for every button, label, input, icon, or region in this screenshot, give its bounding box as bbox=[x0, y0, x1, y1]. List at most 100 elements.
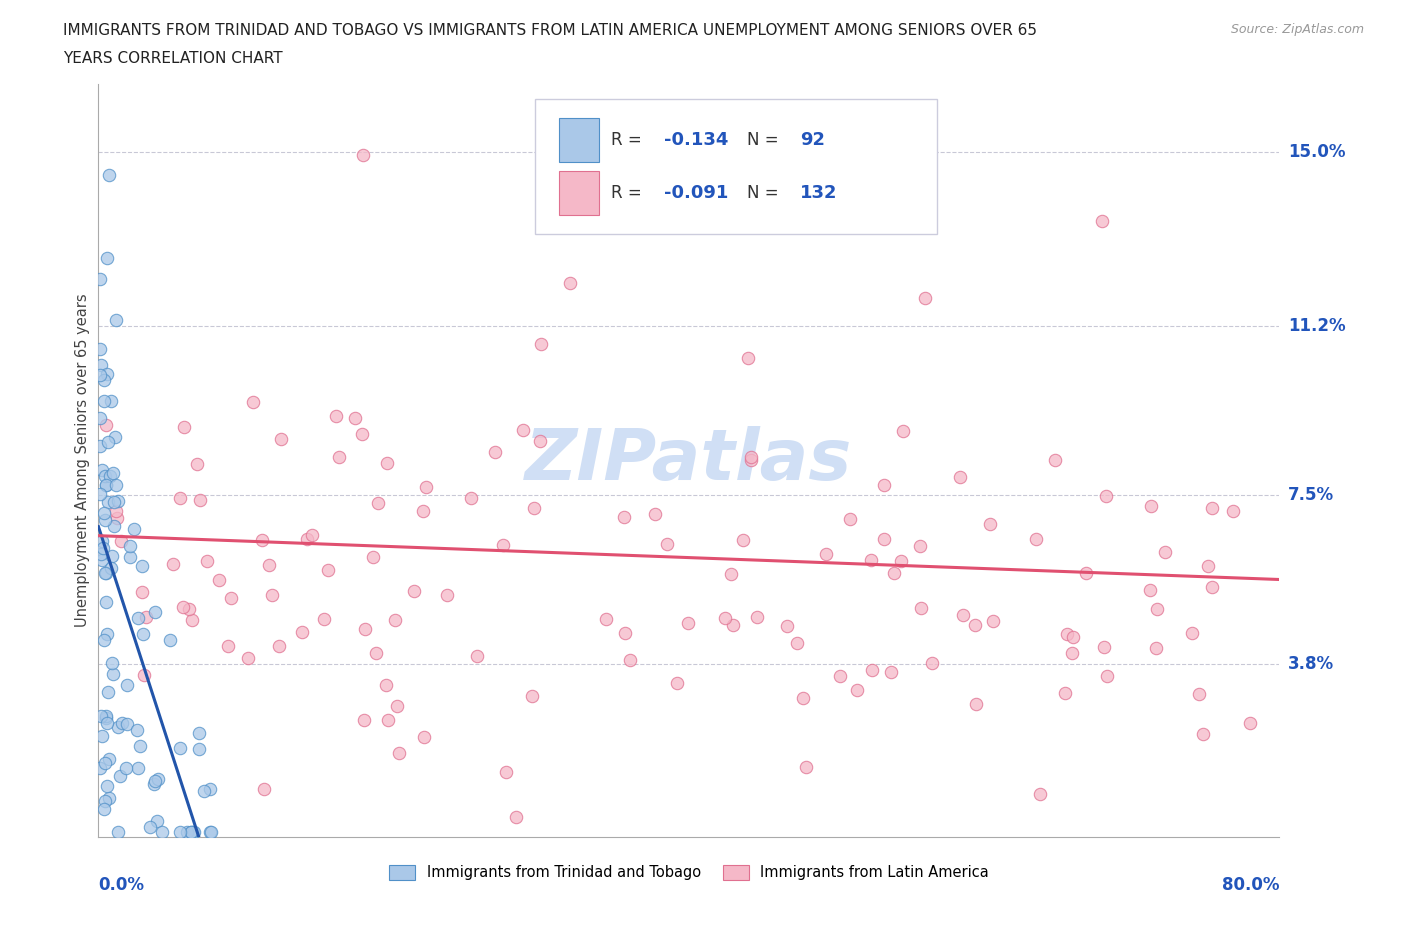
Point bbox=[93, 393, 115, 408]
Point bbox=[200, 825, 222, 840]
Point bbox=[860, 663, 883, 678]
Point bbox=[169, 740, 191, 755]
Point bbox=[94, 565, 117, 580]
Point bbox=[352, 147, 374, 162]
Point bbox=[325, 409, 347, 424]
Point bbox=[270, 432, 292, 446]
Point bbox=[90, 463, 112, 478]
Point bbox=[530, 337, 553, 352]
Point bbox=[529, 433, 551, 448]
Point bbox=[107, 494, 129, 509]
Point bbox=[96, 434, 118, 449]
Point bbox=[139, 819, 162, 834]
Text: R =: R = bbox=[612, 131, 647, 149]
Point bbox=[101, 549, 124, 564]
Point bbox=[104, 478, 127, 493]
Point bbox=[91, 553, 114, 568]
Point bbox=[135, 610, 157, 625]
Point bbox=[94, 418, 117, 432]
Point bbox=[1053, 685, 1076, 700]
Point bbox=[352, 426, 374, 441]
Point bbox=[96, 627, 118, 642]
Point bbox=[98, 751, 121, 766]
Point bbox=[328, 449, 350, 464]
Point bbox=[100, 560, 122, 575]
Point bbox=[412, 503, 434, 518]
Point bbox=[107, 825, 129, 840]
Point bbox=[965, 618, 987, 632]
Point bbox=[465, 649, 488, 664]
Point bbox=[914, 291, 936, 306]
Text: ZIPatlas: ZIPatlas bbox=[526, 426, 852, 495]
Point bbox=[1181, 626, 1204, 641]
Point bbox=[236, 650, 259, 665]
Point bbox=[89, 272, 111, 286]
Point bbox=[890, 553, 912, 568]
Text: 11.2%: 11.2% bbox=[1288, 317, 1346, 335]
Point bbox=[169, 825, 191, 840]
Point bbox=[188, 492, 211, 507]
Point bbox=[505, 810, 527, 825]
Point bbox=[523, 500, 546, 515]
Point bbox=[103, 495, 125, 510]
Point bbox=[737, 351, 759, 365]
Point bbox=[714, 611, 737, 626]
Point bbox=[172, 600, 194, 615]
Point bbox=[177, 602, 200, 617]
Point bbox=[96, 366, 118, 381]
FancyBboxPatch shape bbox=[560, 171, 599, 215]
Point bbox=[1222, 503, 1244, 518]
Point bbox=[127, 610, 149, 625]
Point bbox=[1139, 498, 1161, 513]
Point bbox=[104, 504, 127, 519]
Text: Source: ZipAtlas.com: Source: ZipAtlas.com bbox=[1230, 23, 1364, 36]
Point bbox=[195, 553, 218, 568]
Point bbox=[131, 558, 153, 573]
Point bbox=[131, 584, 153, 599]
Point bbox=[558, 276, 581, 291]
Point bbox=[815, 547, 838, 562]
Point bbox=[1192, 727, 1215, 742]
Point bbox=[1062, 645, 1084, 660]
Point bbox=[1094, 488, 1116, 503]
Point bbox=[219, 591, 242, 605]
Point bbox=[94, 469, 117, 484]
Point bbox=[105, 312, 128, 327]
Point bbox=[460, 491, 482, 506]
Point bbox=[260, 588, 283, 603]
Point bbox=[316, 562, 339, 577]
Point bbox=[745, 610, 768, 625]
Point bbox=[301, 527, 323, 542]
Point bbox=[891, 424, 914, 439]
Point bbox=[344, 410, 367, 425]
Point bbox=[1092, 640, 1115, 655]
Point bbox=[1043, 453, 1066, 468]
Point bbox=[100, 393, 122, 408]
Point bbox=[731, 533, 754, 548]
Point bbox=[107, 720, 129, 735]
Point bbox=[872, 531, 894, 546]
Point bbox=[89, 367, 111, 382]
Point bbox=[880, 665, 903, 680]
Text: 7.5%: 7.5% bbox=[1288, 485, 1334, 503]
Point bbox=[101, 656, 124, 671]
Text: 15.0%: 15.0% bbox=[1288, 143, 1346, 161]
Point bbox=[186, 457, 208, 472]
Point bbox=[1139, 582, 1161, 597]
Point bbox=[200, 825, 222, 840]
Point bbox=[96, 478, 118, 493]
Point bbox=[173, 419, 195, 434]
Point bbox=[181, 612, 204, 627]
Point bbox=[374, 678, 396, 693]
Point bbox=[94, 711, 117, 725]
Point bbox=[657, 537, 679, 551]
Point bbox=[412, 729, 434, 744]
Point bbox=[1188, 686, 1211, 701]
Point bbox=[180, 825, 202, 840]
Point bbox=[90, 547, 112, 562]
Point bbox=[644, 507, 666, 522]
Point bbox=[921, 656, 943, 671]
Point bbox=[125, 723, 148, 737]
Point bbox=[354, 622, 377, 637]
Text: 0.0%: 0.0% bbox=[98, 876, 145, 894]
